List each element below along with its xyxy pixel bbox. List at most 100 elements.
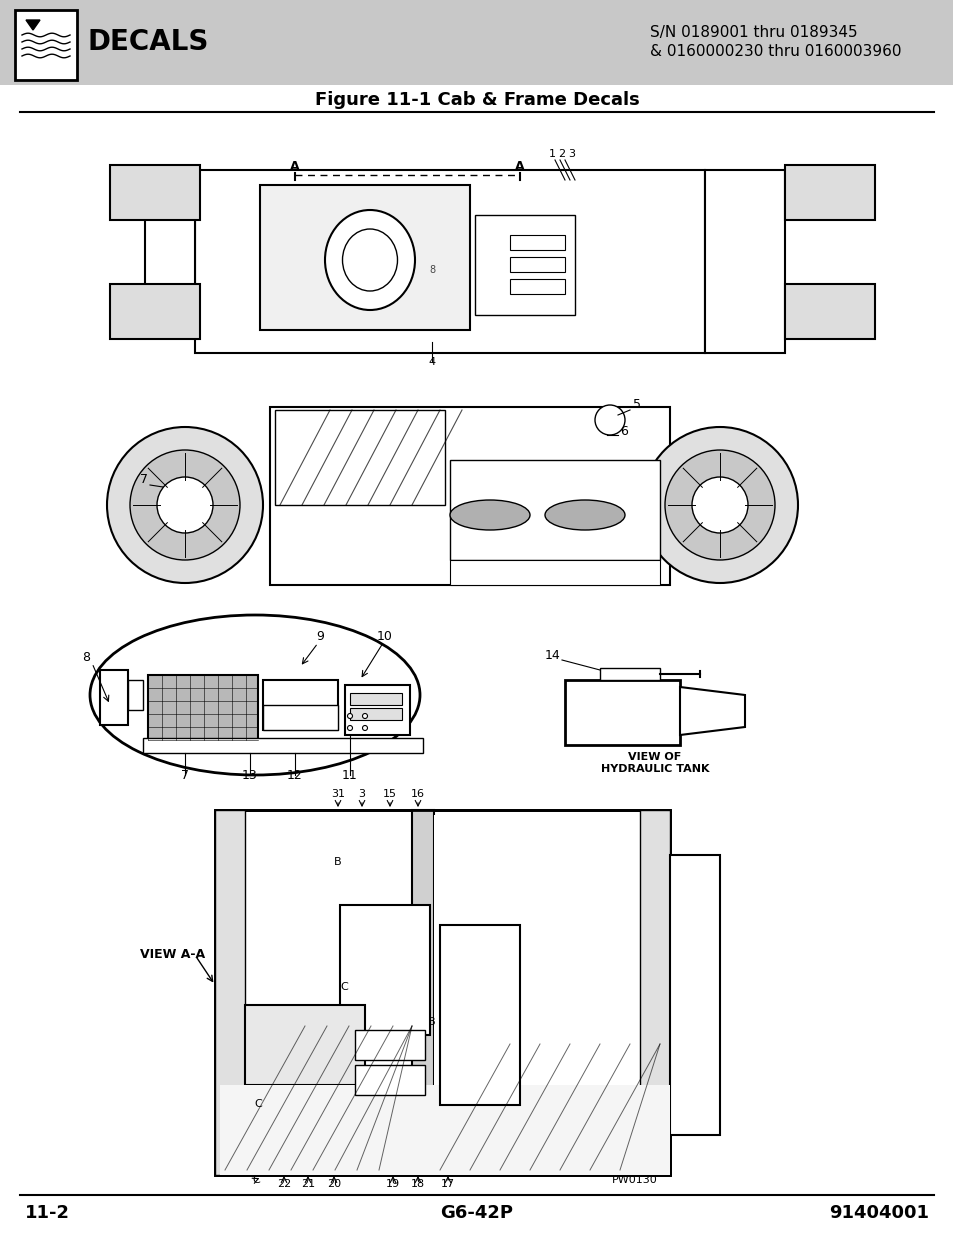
Bar <box>143 739 422 753</box>
Bar <box>450 559 659 585</box>
Circle shape <box>157 477 213 534</box>
Text: HYDRAULIC TANK: HYDRAULIC TANK <box>600 764 708 774</box>
Bar <box>214 810 669 1174</box>
Bar <box>100 671 128 725</box>
Bar <box>345 685 410 735</box>
Text: C: C <box>252 1174 260 1186</box>
Text: 8: 8 <box>82 651 90 664</box>
Text: 10: 10 <box>376 630 393 643</box>
Bar <box>110 165 200 220</box>
Bar <box>260 185 470 330</box>
Circle shape <box>362 725 367 730</box>
Text: PW0130: PW0130 <box>612 1174 658 1186</box>
Text: VIEW OF: VIEW OF <box>628 752 680 762</box>
Text: 1: 1 <box>548 149 555 159</box>
Text: S/N 0189001 thru 0189345: S/N 0189001 thru 0189345 <box>649 25 857 40</box>
Bar <box>669 855 720 1135</box>
Text: VIEW A-A: VIEW A-A <box>140 948 205 962</box>
Ellipse shape <box>90 615 419 776</box>
Bar <box>639 810 669 1174</box>
Text: B: B <box>334 857 341 867</box>
Bar <box>214 810 245 1174</box>
Circle shape <box>691 477 747 534</box>
Circle shape <box>595 405 624 435</box>
Circle shape <box>347 725 352 730</box>
Text: 4: 4 <box>428 357 436 367</box>
Bar <box>110 284 200 338</box>
Text: 3: 3 <box>358 789 365 799</box>
Circle shape <box>362 714 367 719</box>
Bar <box>270 408 669 585</box>
Text: 12: 12 <box>287 769 302 782</box>
Bar <box>274 410 444 505</box>
Text: 16: 16 <box>411 789 424 799</box>
Text: & 0160000230 thru 0160003960: & 0160000230 thru 0160003960 <box>649 44 901 59</box>
Bar <box>263 680 337 730</box>
Text: 91404001: 91404001 <box>828 1204 928 1221</box>
Bar <box>439 925 519 1105</box>
Bar <box>128 680 143 710</box>
Text: 3: 3 <box>568 149 575 159</box>
Bar <box>214 810 669 1174</box>
Bar <box>350 708 401 720</box>
Text: 9: 9 <box>315 630 324 643</box>
Bar <box>784 284 874 338</box>
Circle shape <box>130 450 240 559</box>
Text: 2: 2 <box>558 149 565 159</box>
Text: 14: 14 <box>543 650 559 662</box>
Bar <box>510 235 564 249</box>
Polygon shape <box>26 20 40 30</box>
Bar <box>450 459 659 559</box>
Bar <box>355 1065 424 1095</box>
Bar <box>245 1005 365 1086</box>
Text: C: C <box>254 1099 262 1109</box>
Text: 11-2: 11-2 <box>25 1204 70 1221</box>
Text: 6: 6 <box>619 425 627 438</box>
Text: 21: 21 <box>300 1179 314 1189</box>
Bar <box>784 165 874 220</box>
Circle shape <box>641 427 797 583</box>
Bar <box>263 705 337 730</box>
Bar <box>355 1030 424 1060</box>
Bar <box>510 279 564 294</box>
Bar <box>194 170 704 353</box>
Bar <box>510 257 564 272</box>
Polygon shape <box>679 687 744 735</box>
Bar <box>434 815 663 1170</box>
Ellipse shape <box>325 210 415 310</box>
Text: B: B <box>428 1016 436 1028</box>
Text: 20: 20 <box>327 1179 341 1189</box>
Ellipse shape <box>450 500 530 530</box>
Bar <box>220 1086 669 1174</box>
Text: 5: 5 <box>633 398 640 411</box>
Circle shape <box>107 427 263 583</box>
Text: G6-42P: G6-42P <box>440 1204 513 1221</box>
Bar <box>145 210 194 320</box>
Text: C: C <box>340 982 348 992</box>
Polygon shape <box>564 680 679 745</box>
Text: Figure 11-1 Cab & Frame Decals: Figure 11-1 Cab & Frame Decals <box>314 91 639 109</box>
Text: 15: 15 <box>382 789 396 799</box>
Bar <box>412 810 434 1174</box>
Text: 19: 19 <box>386 1179 399 1189</box>
Text: A: A <box>290 161 299 173</box>
Text: 18: 18 <box>411 1179 425 1189</box>
Text: DECALS: DECALS <box>88 28 209 56</box>
Ellipse shape <box>342 228 397 291</box>
Text: 11: 11 <box>342 769 357 782</box>
Bar <box>220 815 415 1170</box>
Circle shape <box>347 714 352 719</box>
Bar <box>339 905 430 1035</box>
Bar <box>350 693 401 705</box>
Bar <box>148 676 257 740</box>
Ellipse shape <box>544 500 624 530</box>
Text: 31: 31 <box>331 789 345 799</box>
Bar <box>599 668 659 680</box>
Circle shape <box>664 450 774 559</box>
Bar <box>475 215 575 315</box>
Text: 8: 8 <box>429 266 435 275</box>
Text: A: A <box>515 161 524 173</box>
Bar <box>0 0 953 85</box>
Bar <box>15 10 77 80</box>
Bar <box>704 170 784 353</box>
